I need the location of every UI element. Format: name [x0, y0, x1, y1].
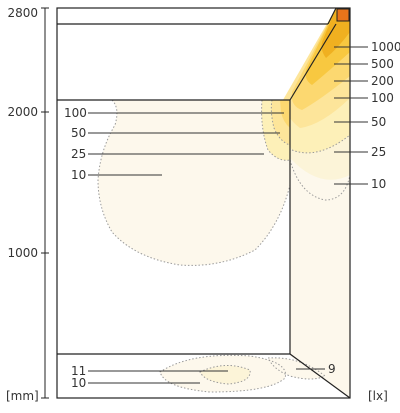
room-frame [56, 7, 351, 399]
diagonal-top [289, 23, 337, 101]
left-wall-contours [95, 100, 290, 266]
outer-frame [56, 7, 351, 399]
label-right-200: 200 [371, 74, 394, 88]
label-right-25: 25 [371, 145, 386, 159]
tick-label-1000: 1000 [7, 246, 38, 260]
left-axis [41, 7, 49, 399]
tick-label-2800: 2800 [7, 6, 38, 20]
dotted-contours [97, 99, 351, 393]
label-right-50: 50 [371, 115, 386, 129]
label-floor-11: 11 [71, 364, 86, 378]
left-contour-10 [95, 100, 290, 266]
left-leaders [88, 112, 284, 176]
dotted-left-50 [270, 99, 291, 146]
dotted-floor-9 [267, 357, 326, 380]
dotted-right-25 [291, 134, 351, 154]
dotted-floor-10 [159, 354, 287, 393]
dotted-right-10 [289, 159, 351, 201]
label-floor-9: 9 [328, 362, 336, 376]
floor-contour-9 [268, 357, 325, 379]
label-right-500: 500 [371, 57, 394, 71]
label-right-10: 10 [371, 177, 386, 191]
light-source [336, 8, 350, 22]
axis-unit-mm: [mm] [6, 389, 39, 403]
dotted-floor-11 [199, 365, 251, 385]
label-floor-10: 10 [71, 376, 86, 390]
right-wall-contours [282, 8, 350, 398]
ceiling-right-diagonal [327, 7, 337, 25]
tick-label-2000: 2000 [7, 105, 38, 119]
diagonal-bottom [289, 353, 351, 399]
label-left-100: 100 [64, 106, 87, 120]
left-contour-100 [280, 100, 290, 128]
right-leaders [334, 46, 368, 185]
label-right-100: 100 [371, 91, 394, 105]
floor-contour-11 [200, 365, 251, 384]
axis-unit-lx: [lx] [368, 389, 388, 403]
label-left-50: 50 [71, 126, 86, 140]
floor-leaders [88, 368, 325, 384]
label-left-25: 25 [71, 147, 86, 161]
label-right-1000: 1000 [371, 40, 400, 54]
label-left-10: 10 [71, 168, 86, 182]
